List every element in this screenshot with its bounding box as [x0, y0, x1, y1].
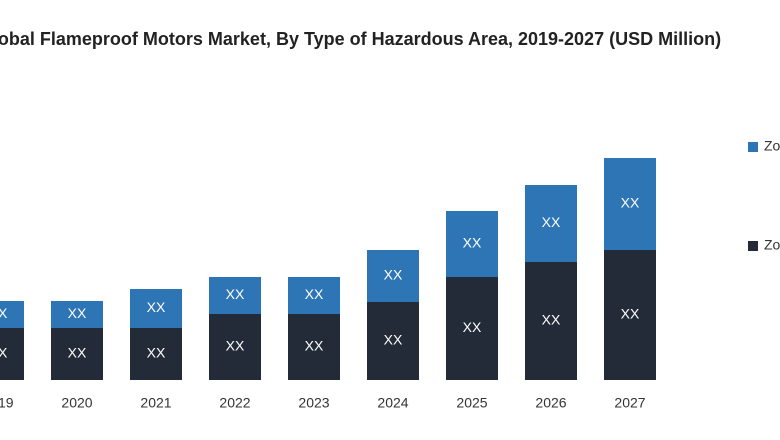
value-label: XX	[226, 338, 245, 354]
x-tick-label: 2025	[456, 395, 487, 411]
bar-segment	[525, 185, 577, 262]
x-tick-label: 2020	[61, 395, 92, 411]
x-tick-label: 2026	[535, 395, 566, 411]
legend-swatch	[748, 142, 758, 152]
x-tick-label: 2021	[140, 395, 171, 411]
value-label: XX	[305, 286, 324, 302]
value-label: XX	[147, 345, 166, 361]
bar-segment	[604, 158, 656, 250]
value-label: XX	[0, 345, 8, 361]
value-label: XX	[0, 305, 8, 321]
x-tick-label: 2023	[298, 395, 329, 411]
bar-segment	[51, 301, 103, 328]
bar-segment	[525, 262, 577, 380]
x-tick-label: 2019	[0, 395, 14, 411]
legend-label: Zo	[764, 138, 780, 154]
bar-segment	[130, 328, 182, 380]
bar-segment	[446, 277, 498, 380]
legend-label: Zo	[764, 237, 780, 253]
value-label: XX	[384, 332, 403, 348]
bar-segment	[0, 328, 24, 380]
value-label: XX	[68, 305, 87, 321]
x-tick-label: 2022	[219, 395, 250, 411]
value-label: XX	[463, 319, 482, 335]
bar-segment	[367, 302, 419, 380]
legend-swatch	[748, 241, 758, 251]
bar-segment	[288, 277, 340, 314]
bar-segment	[51, 328, 103, 380]
x-tick-label: 2024	[377, 395, 408, 411]
value-label: XX	[542, 312, 561, 328]
value-label: XX	[542, 214, 561, 230]
value-label: XX	[621, 195, 640, 211]
bar-segment	[367, 250, 419, 302]
chart-title: Global Flameproof Motors Market, By Type…	[0, 29, 722, 49]
value-label: XX	[621, 306, 640, 322]
bar-segment	[604, 250, 656, 380]
x-tick-label: 2027	[614, 395, 645, 411]
value-label: XX	[68, 345, 87, 361]
value-label: XX	[226, 286, 245, 302]
value-label: XX	[463, 235, 482, 251]
bar-segment	[446, 211, 498, 277]
value-label: XX	[305, 338, 324, 354]
value-label: XX	[384, 267, 403, 283]
bar-segment	[209, 314, 261, 380]
bar-segment	[130, 289, 182, 328]
bar-segment	[288, 314, 340, 380]
bar-segment	[209, 277, 261, 314]
value-label: XX	[147, 299, 166, 315]
bar-segment	[0, 301, 24, 328]
